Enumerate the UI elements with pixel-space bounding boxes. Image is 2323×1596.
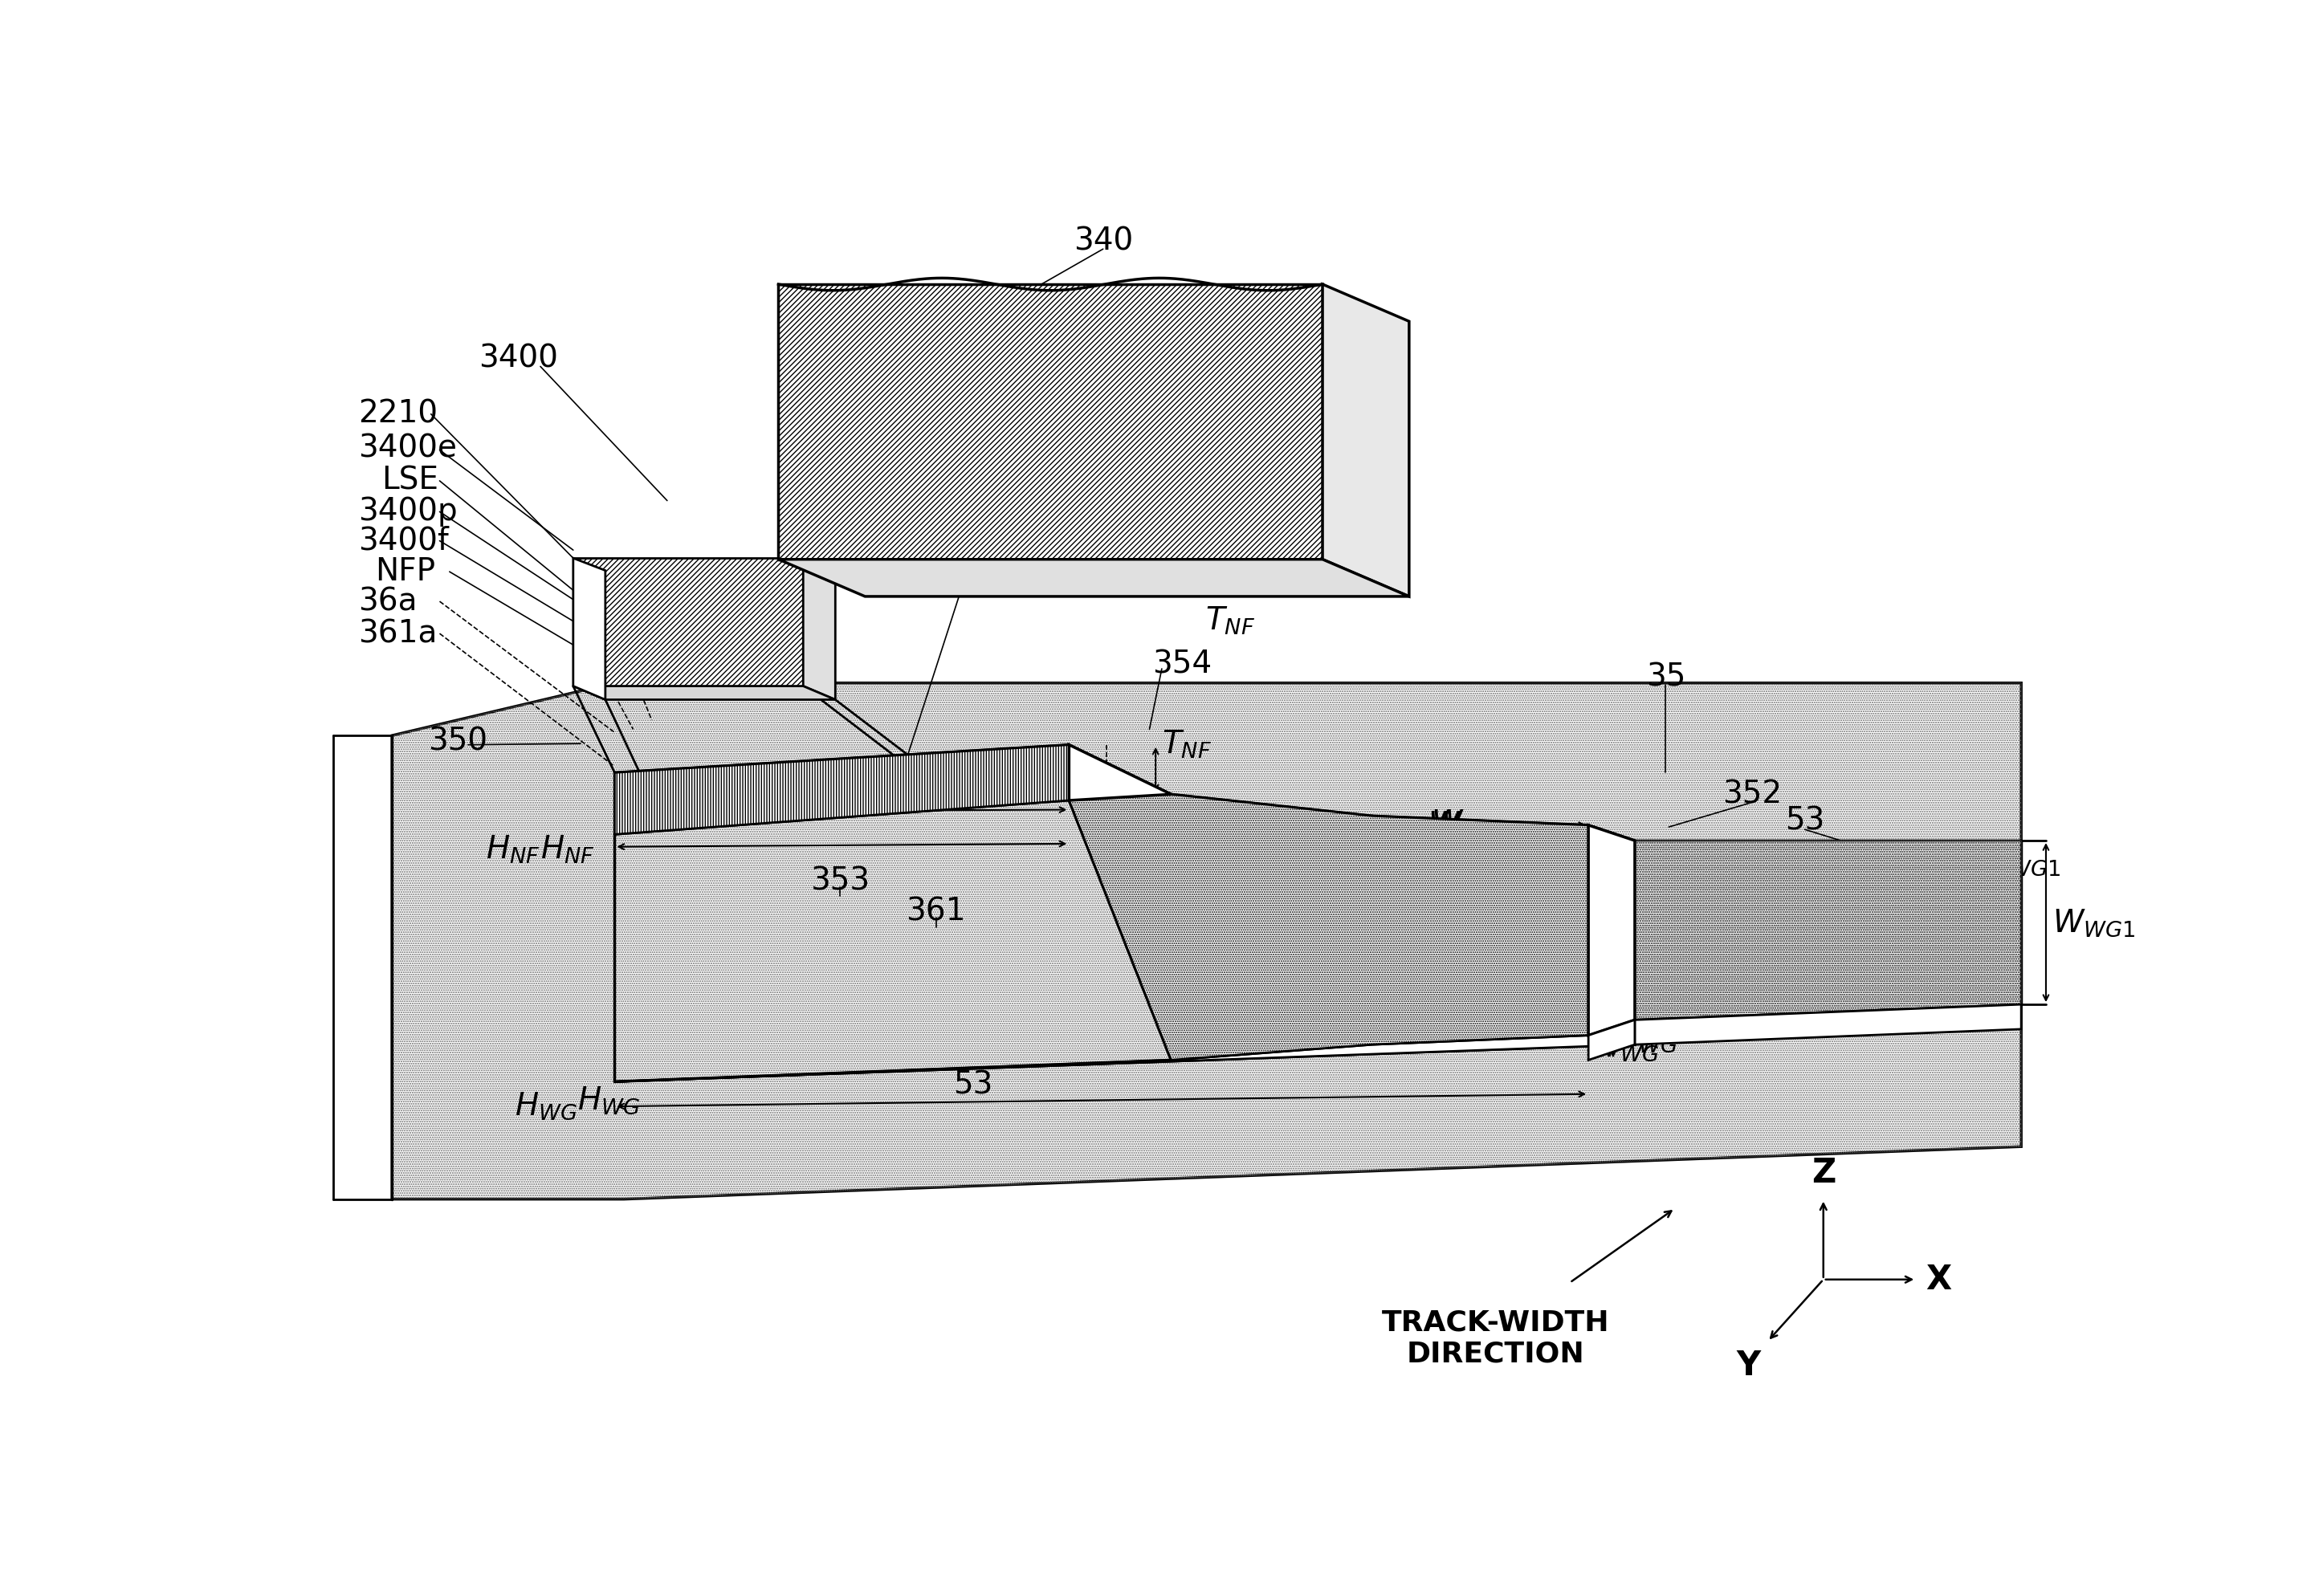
Text: $T_{NF}$: $T_{NF}$ [1162,729,1213,761]
Text: $H_{NF}$: $H_{NF}$ [486,835,541,865]
Text: $W_{WG2}$: $W_{WG2}$ [1429,809,1510,841]
Text: $W_{NF}$: $W_{NF}$ [1087,796,1150,828]
Polygon shape [616,1020,1635,1082]
Text: 360: 360 [1310,303,1371,334]
Polygon shape [1589,1020,1635,1060]
Text: 361a: 361a [358,618,437,648]
Text: 3400p: 3400p [358,496,458,527]
Text: LSE: LSE [381,466,439,496]
Text: 3400f: 3400f [358,525,448,555]
Polygon shape [804,559,836,699]
Text: $T_{WG}$: $T_{WG}$ [1601,1033,1659,1063]
Text: 340: 340 [1073,225,1134,257]
Text: $T_{WG}$: $T_{WG}$ [1619,1023,1677,1053]
Text: $W_{WG1}$: $W_{WG1}$ [1977,847,2061,878]
Text: $H_{NF}$: $H_{NF}$ [541,835,595,865]
Text: 351: 351 [934,559,994,589]
Text: $W_{WG2}$: $W_{WG2}$ [1431,808,1515,839]
Text: $H_{WG}$: $H_{WG}$ [516,1092,578,1122]
Text: 353: 353 [811,865,871,895]
Text: Y: Y [1735,1349,1761,1382]
Text: 2210: 2210 [358,399,437,429]
Text: Z: Z [1812,1156,1835,1191]
Text: TRACK-WIDTH: TRACK-WIDTH [1382,1309,1610,1336]
Text: 53: 53 [1784,806,1824,836]
Text: 3400e: 3400e [358,433,458,463]
Polygon shape [1322,284,1410,597]
Text: 36a: 36a [358,586,418,616]
Text: $W_{NF}$: $W_{NF}$ [1122,796,1182,828]
Polygon shape [574,559,804,686]
Text: 352: 352 [1721,779,1782,809]
Polygon shape [1589,825,1635,1036]
Text: 36: 36 [1345,380,1387,410]
Polygon shape [393,683,2021,1199]
Polygon shape [1635,1004,2021,1045]
Polygon shape [1069,745,1589,1060]
Polygon shape [778,559,1410,597]
Text: 35: 35 [1647,661,1686,693]
Text: DIRECTION: DIRECTION [1408,1341,1584,1368]
Text: X: X [1926,1262,1951,1296]
Polygon shape [574,559,606,699]
Text: 354: 354 [1152,650,1213,680]
Text: 3400: 3400 [479,343,558,373]
Polygon shape [616,745,1069,835]
Text: $H_{WG}$: $H_{WG}$ [578,1085,641,1116]
Text: NFP: NFP [376,557,437,587]
Text: 350: 350 [427,726,488,757]
Polygon shape [778,284,1322,559]
Text: 361: 361 [906,897,966,927]
Text: $T_{NF}$: $T_{NF}$ [1206,605,1254,637]
Text: $W_{WG1}$: $W_{WG1}$ [2051,907,2135,938]
Polygon shape [1635,841,2021,1020]
Polygon shape [574,686,836,699]
Polygon shape [1069,745,1171,801]
Text: 53: 53 [952,1069,992,1100]
